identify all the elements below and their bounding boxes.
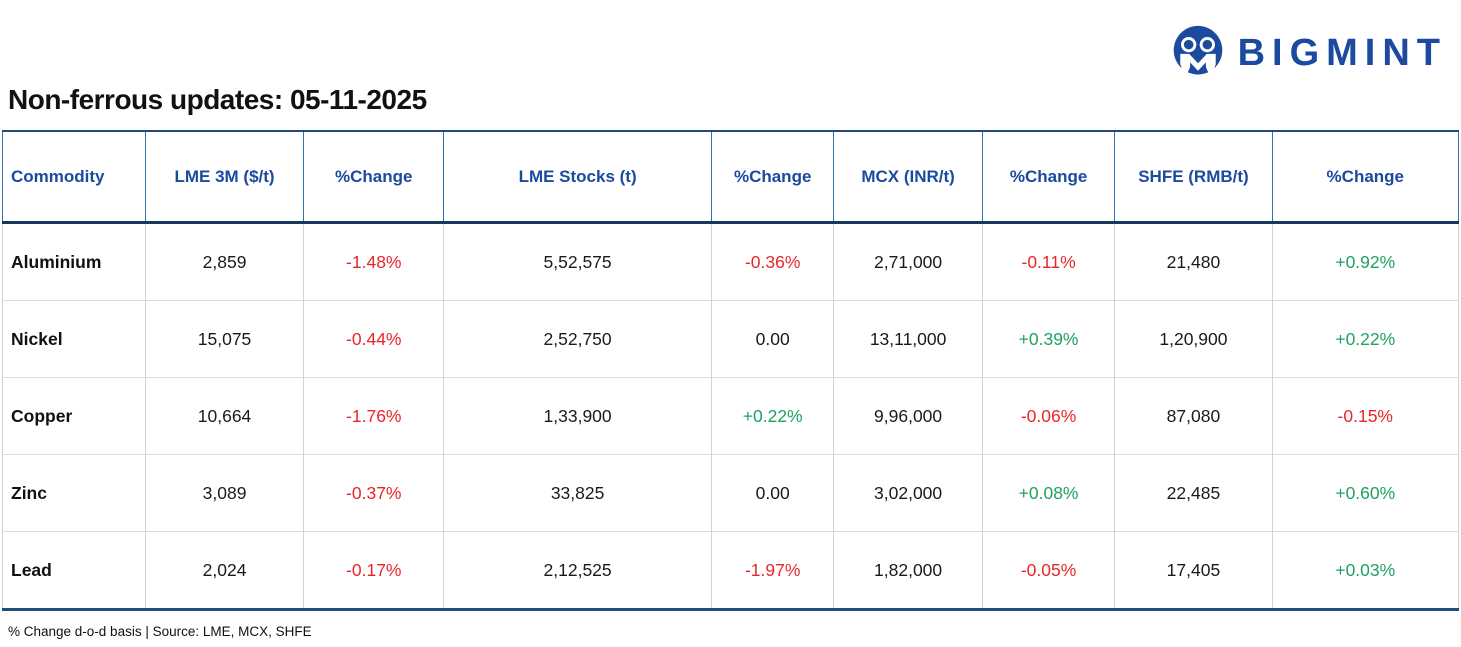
shfe-cell: 17,405: [1114, 531, 1273, 610]
lme-3m-change-cell: -1.76%: [303, 377, 445, 455]
table-row-copper: Copper 10,664 -1.76% 1,33,900 +0.22% 9,9…: [2, 377, 1460, 455]
mcx-change-cell: +0.08%: [981, 454, 1116, 532]
col-header-lme-3m: LME 3M ($/t): [144, 131, 305, 224]
shfe-cell: 1,20,900: [1114, 300, 1273, 378]
lme-stocks-cell: 2,12,525: [443, 531, 713, 610]
mcx-cell: 9,96,000: [833, 377, 983, 455]
commodity-name-cell: Nickel: [2, 300, 146, 378]
table-row-aluminium: Aluminium 2,859 -1.48% 5,52,575 -0.36% 2…: [2, 222, 1460, 301]
lme-3m-cell: 10,664: [144, 377, 305, 455]
footnote: % Change d-o-d basis | Source: LME, MCX,…: [8, 624, 312, 639]
header-row: Commodity LME 3M ($/t) %Change LME Stock…: [2, 131, 1460, 224]
table-row-nickel: Nickel 15,075 -0.44% 2,52,750 0.00 13,11…: [2, 300, 1460, 378]
shfe-cell: 22,485: [1114, 454, 1273, 532]
col-header-lme-stocks: LME Stocks (t): [443, 131, 713, 224]
col-header-shfe: SHFE (RMB/t): [1114, 131, 1273, 224]
col-header-lme-stocks-change: %Change: [711, 131, 835, 224]
lme-stocks-change-cell: 0.00: [711, 454, 835, 532]
commodity-name-cell: Aluminium: [2, 222, 146, 301]
lme-stocks-change-cell: +0.22%: [711, 377, 835, 455]
commodity-name-cell: Lead: [2, 531, 146, 610]
mcx-cell: 1,82,000: [833, 531, 983, 610]
shfe-cell: 21,480: [1114, 222, 1273, 301]
shfe-change-cell: +0.22%: [1271, 300, 1460, 378]
brand-wordmark: BIGMINT: [1237, 32, 1447, 74]
lme-3m-change-cell: -0.44%: [303, 300, 445, 378]
lme-3m-change-cell: -0.37%: [303, 454, 445, 532]
shfe-change-cell: +0.60%: [1271, 454, 1460, 532]
shfe-change-cell: +0.92%: [1271, 222, 1460, 301]
table-row-zinc: Zinc 3,089 -0.37% 33,825 0.00 3,02,000 +…: [2, 454, 1460, 532]
lme-3m-cell: 2,859: [144, 222, 305, 301]
shfe-cell: 87,080: [1114, 377, 1273, 455]
lme-stocks-change-cell: -0.36%: [711, 222, 835, 301]
lme-stocks-change-cell: 0.00: [711, 300, 835, 378]
page-title: Non-ferrous updates: 05-11-2025: [8, 84, 427, 115]
mcx-change-cell: -0.11%: [981, 222, 1116, 301]
shfe-change-cell: -0.15%: [1271, 377, 1460, 455]
commodity-table: Commodity LME 3M ($/t) %Change LME Stock…: [2, 130, 1460, 611]
lme-stocks-cell: 5,52,575: [443, 222, 713, 301]
commodity-name-cell: Zinc: [2, 454, 146, 532]
lme-stocks-change-cell: -1.97%: [711, 531, 835, 610]
mcx-cell: 2,71,000: [833, 222, 983, 301]
mcx-change-cell: +0.39%: [981, 300, 1116, 378]
lme-3m-cell: 3,089: [144, 454, 305, 532]
col-header-mcx-change: %Change: [981, 131, 1116, 224]
bigmint-m-circle-icon: [1170, 24, 1226, 82]
lme-stocks-cell: 1,33,900: [443, 377, 713, 455]
lme-3m-cell: 2,024: [144, 531, 305, 610]
mcx-cell: 13,11,000: [833, 300, 983, 378]
lme-stocks-cell: 2,52,750: [443, 300, 713, 378]
table-row-lead: Lead 2,024 -0.17% 2,12,525 -1.97% 1,82,0…: [2, 531, 1460, 610]
lme-3m-cell: 15,075: [144, 300, 305, 378]
col-header-commodity: Commodity: [2, 131, 146, 224]
col-header-mcx: MCX (INR/t): [833, 131, 983, 224]
mcx-cell: 3,02,000: [833, 454, 983, 532]
lme-3m-change-cell: -0.17%: [303, 531, 445, 610]
brand-logo: BIGMINT: [1170, 24, 1447, 82]
shfe-change-cell: +0.03%: [1271, 531, 1460, 610]
col-header-lme-3m-change: %Change: [303, 131, 445, 224]
mcx-change-cell: -0.05%: [981, 531, 1116, 610]
commodity-name-cell: Copper: [2, 377, 146, 455]
col-header-shfe-change: %Change: [1271, 131, 1460, 224]
mcx-change-cell: -0.06%: [981, 377, 1116, 455]
lme-3m-change-cell: -1.48%: [303, 222, 445, 301]
lme-stocks-cell: 33,825: [443, 454, 713, 532]
commodity-table-container: Commodity LME 3M ($/t) %Change LME Stock…: [2, 130, 1460, 611]
